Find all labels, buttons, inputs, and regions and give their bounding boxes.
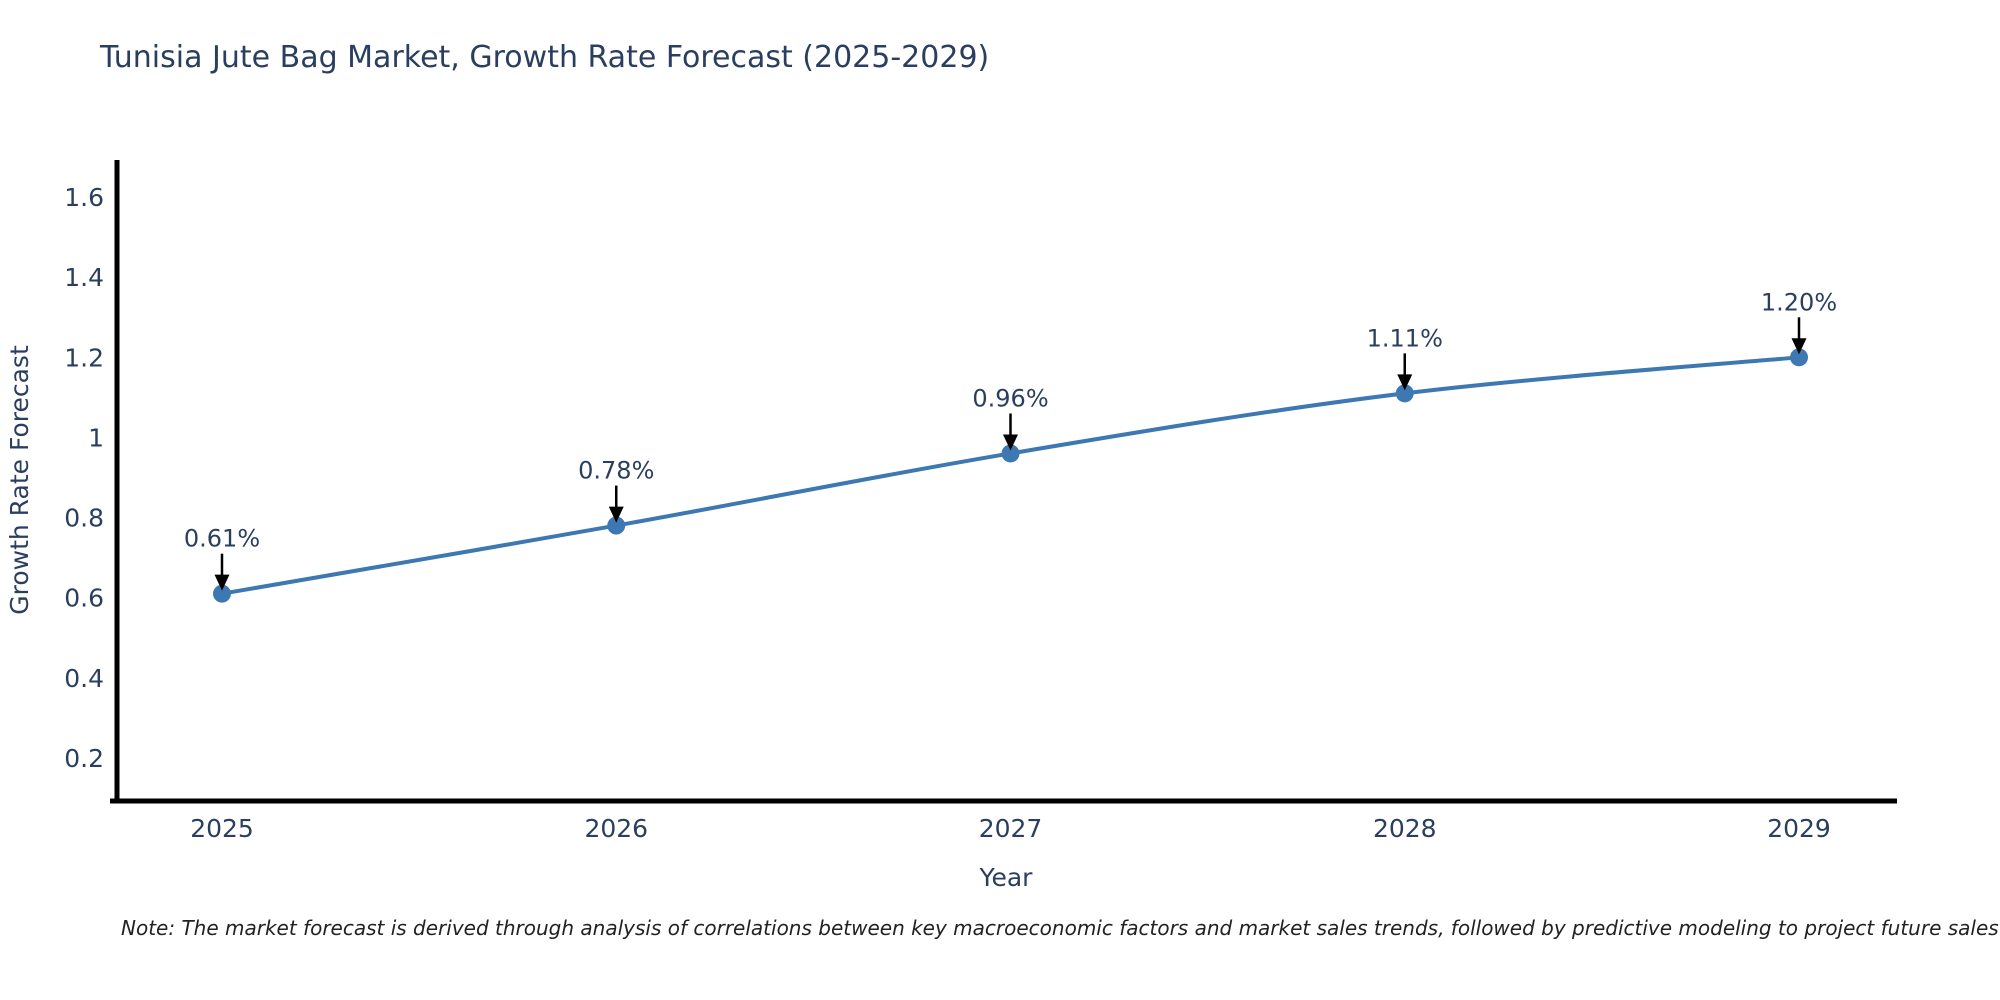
data-point-marker[interactable] (1395, 384, 1414, 403)
data-point-label: 1.20% (1761, 288, 1837, 316)
y-tick-label: 1.6 (64, 183, 104, 212)
footnote: Note: The market forecast is derived thr… (121, 916, 1999, 940)
y-axis-title: Growth Rate Forecast (5, 345, 34, 615)
x-tick-label: 2028 (1373, 814, 1437, 843)
y-tick-label: 1 (88, 423, 104, 452)
y-tick-label: 1.2 (64, 343, 104, 372)
x-tick-label: 2029 (1767, 814, 1831, 843)
data-point-marker[interactable] (1790, 348, 1808, 367)
data-point-marker[interactable] (607, 516, 626, 535)
y-axis-tick-labels: 0.2 0.4 0.6 0.8 1 1.2 1.4 1.6 (64, 183, 104, 773)
x-tick-label: 2025 (190, 814, 254, 843)
data-point-annotations: 0.61% 0.78% 0.96% 1.11% 1.20% (184, 288, 1837, 591)
x-axis-title: Year (979, 863, 1034, 892)
y-tick-label: 0.2 (64, 744, 104, 773)
y-tick-label: 1.4 (64, 263, 104, 292)
x-axis-tick-labels: 2025 2026 2027 2028 2029 (190, 814, 1831, 843)
data-point-label: 0.61% (184, 525, 260, 553)
data-point-marker[interactable] (1001, 444, 1020, 463)
annotation-arrow-head (608, 506, 624, 523)
x-tick-label: 2026 (584, 814, 648, 843)
x-tick-label: 2027 (979, 814, 1043, 843)
y-tick-label: 0.6 (64, 584, 104, 613)
data-point-label: 0.96% (972, 384, 1048, 412)
chart-title: Tunisia Jute Bag Market, Growth Rate For… (100, 40, 990, 75)
y-tick-label: 0.8 (64, 504, 104, 533)
annotation-arrow-head (1003, 434, 1018, 451)
data-points (213, 348, 1808, 603)
data-point-label: 0.78% (578, 457, 654, 485)
data-point-label: 1.11% (1367, 324, 1443, 352)
y-tick-label: 0.4 (64, 664, 104, 693)
annotation-arrow-head (1791, 338, 1807, 355)
annotation-arrow-head (214, 574, 230, 591)
data-point-marker[interactable] (213, 584, 231, 603)
annotation-arrow-head (1397, 374, 1413, 391)
